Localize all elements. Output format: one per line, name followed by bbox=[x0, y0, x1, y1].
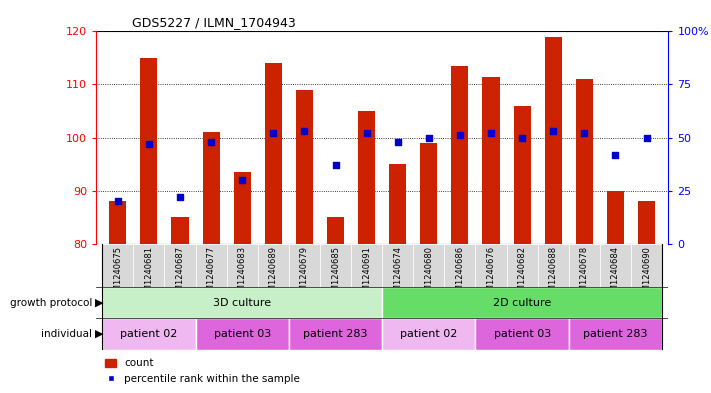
Bar bbox=[483, 77, 500, 244]
Bar bbox=[476, 318, 569, 350]
Bar bbox=[102, 318, 196, 350]
Bar bbox=[545, 37, 562, 244]
Legend: count, percentile rank within the sample: count, percentile rank within the sample bbox=[101, 354, 304, 388]
Text: GSM1240678: GSM1240678 bbox=[580, 246, 589, 302]
Bar bbox=[476, 244, 506, 287]
Text: patient 283: patient 283 bbox=[304, 329, 368, 339]
Bar bbox=[196, 318, 289, 350]
Bar bbox=[569, 244, 600, 287]
Point bbox=[423, 134, 434, 141]
Bar bbox=[569, 318, 662, 350]
Bar bbox=[389, 164, 406, 244]
Bar bbox=[600, 244, 631, 287]
Bar bbox=[164, 244, 196, 287]
Bar bbox=[420, 143, 437, 244]
Text: ▶: ▶ bbox=[95, 298, 104, 308]
Bar bbox=[327, 217, 344, 244]
Bar bbox=[196, 244, 227, 287]
Bar bbox=[289, 318, 383, 350]
Bar bbox=[109, 201, 127, 244]
Bar bbox=[631, 244, 662, 287]
Text: 2D culture: 2D culture bbox=[493, 298, 551, 308]
Text: GDS5227 / ILMN_1704943: GDS5227 / ILMN_1704943 bbox=[132, 16, 295, 29]
Text: GSM1240682: GSM1240682 bbox=[518, 246, 527, 302]
Text: 3D culture: 3D culture bbox=[213, 298, 272, 308]
Bar bbox=[576, 79, 593, 244]
Bar bbox=[383, 244, 413, 287]
Bar bbox=[607, 191, 624, 244]
Text: GSM1240685: GSM1240685 bbox=[331, 246, 340, 302]
Point bbox=[392, 139, 403, 145]
Bar bbox=[513, 106, 530, 244]
Bar bbox=[258, 244, 289, 287]
Point bbox=[486, 130, 497, 136]
Bar bbox=[538, 244, 569, 287]
Text: GSM1240688: GSM1240688 bbox=[549, 246, 557, 302]
Bar bbox=[227, 244, 258, 287]
Point bbox=[267, 130, 279, 136]
Text: GSM1240683: GSM1240683 bbox=[237, 246, 247, 302]
Bar bbox=[102, 287, 383, 318]
Point bbox=[143, 141, 154, 147]
Text: ▶: ▶ bbox=[95, 329, 104, 339]
Point bbox=[205, 139, 217, 145]
Bar bbox=[203, 132, 220, 244]
Point bbox=[579, 130, 590, 136]
Bar bbox=[102, 244, 134, 287]
Text: patient 283: patient 283 bbox=[583, 329, 648, 339]
Text: GSM1240686: GSM1240686 bbox=[456, 246, 464, 302]
Bar bbox=[289, 244, 320, 287]
Text: GSM1240690: GSM1240690 bbox=[642, 246, 651, 302]
Bar bbox=[320, 244, 351, 287]
Text: patient 02: patient 02 bbox=[120, 329, 178, 339]
Point bbox=[547, 128, 559, 134]
Text: GSM1240691: GSM1240691 bbox=[362, 246, 371, 302]
Point bbox=[330, 162, 341, 168]
Text: patient 02: patient 02 bbox=[400, 329, 457, 339]
Bar bbox=[351, 244, 383, 287]
Bar bbox=[506, 244, 538, 287]
Point bbox=[361, 130, 373, 136]
Bar bbox=[358, 111, 375, 244]
Text: GSM1240681: GSM1240681 bbox=[144, 246, 154, 302]
Bar bbox=[264, 63, 282, 244]
Text: GSM1240689: GSM1240689 bbox=[269, 246, 278, 302]
Point bbox=[516, 134, 528, 141]
Text: growth protocol: growth protocol bbox=[10, 298, 92, 308]
Text: GSM1240687: GSM1240687 bbox=[176, 246, 184, 302]
Text: GSM1240679: GSM1240679 bbox=[300, 246, 309, 302]
Text: GSM1240680: GSM1240680 bbox=[424, 246, 433, 302]
Bar bbox=[638, 201, 655, 244]
Bar bbox=[413, 244, 444, 287]
Point bbox=[237, 177, 248, 183]
Bar bbox=[140, 58, 157, 244]
Bar bbox=[296, 90, 313, 244]
Text: GSM1240675: GSM1240675 bbox=[113, 246, 122, 302]
Bar bbox=[451, 66, 469, 244]
Text: individual: individual bbox=[41, 329, 92, 339]
Text: GSM1240677: GSM1240677 bbox=[207, 246, 215, 302]
Text: patient 03: patient 03 bbox=[493, 329, 551, 339]
Text: GSM1240676: GSM1240676 bbox=[486, 246, 496, 302]
Bar bbox=[383, 318, 476, 350]
Point bbox=[299, 128, 310, 134]
Point bbox=[174, 194, 186, 200]
Bar bbox=[444, 244, 476, 287]
Point bbox=[112, 198, 124, 204]
Text: patient 03: patient 03 bbox=[213, 329, 271, 339]
Bar bbox=[383, 287, 662, 318]
Point bbox=[454, 132, 466, 139]
Bar bbox=[171, 217, 188, 244]
Bar bbox=[234, 172, 251, 244]
Text: GSM1240674: GSM1240674 bbox=[393, 246, 402, 302]
Bar bbox=[134, 244, 164, 287]
Point bbox=[641, 134, 652, 141]
Text: GSM1240684: GSM1240684 bbox=[611, 246, 620, 302]
Point bbox=[610, 151, 621, 158]
